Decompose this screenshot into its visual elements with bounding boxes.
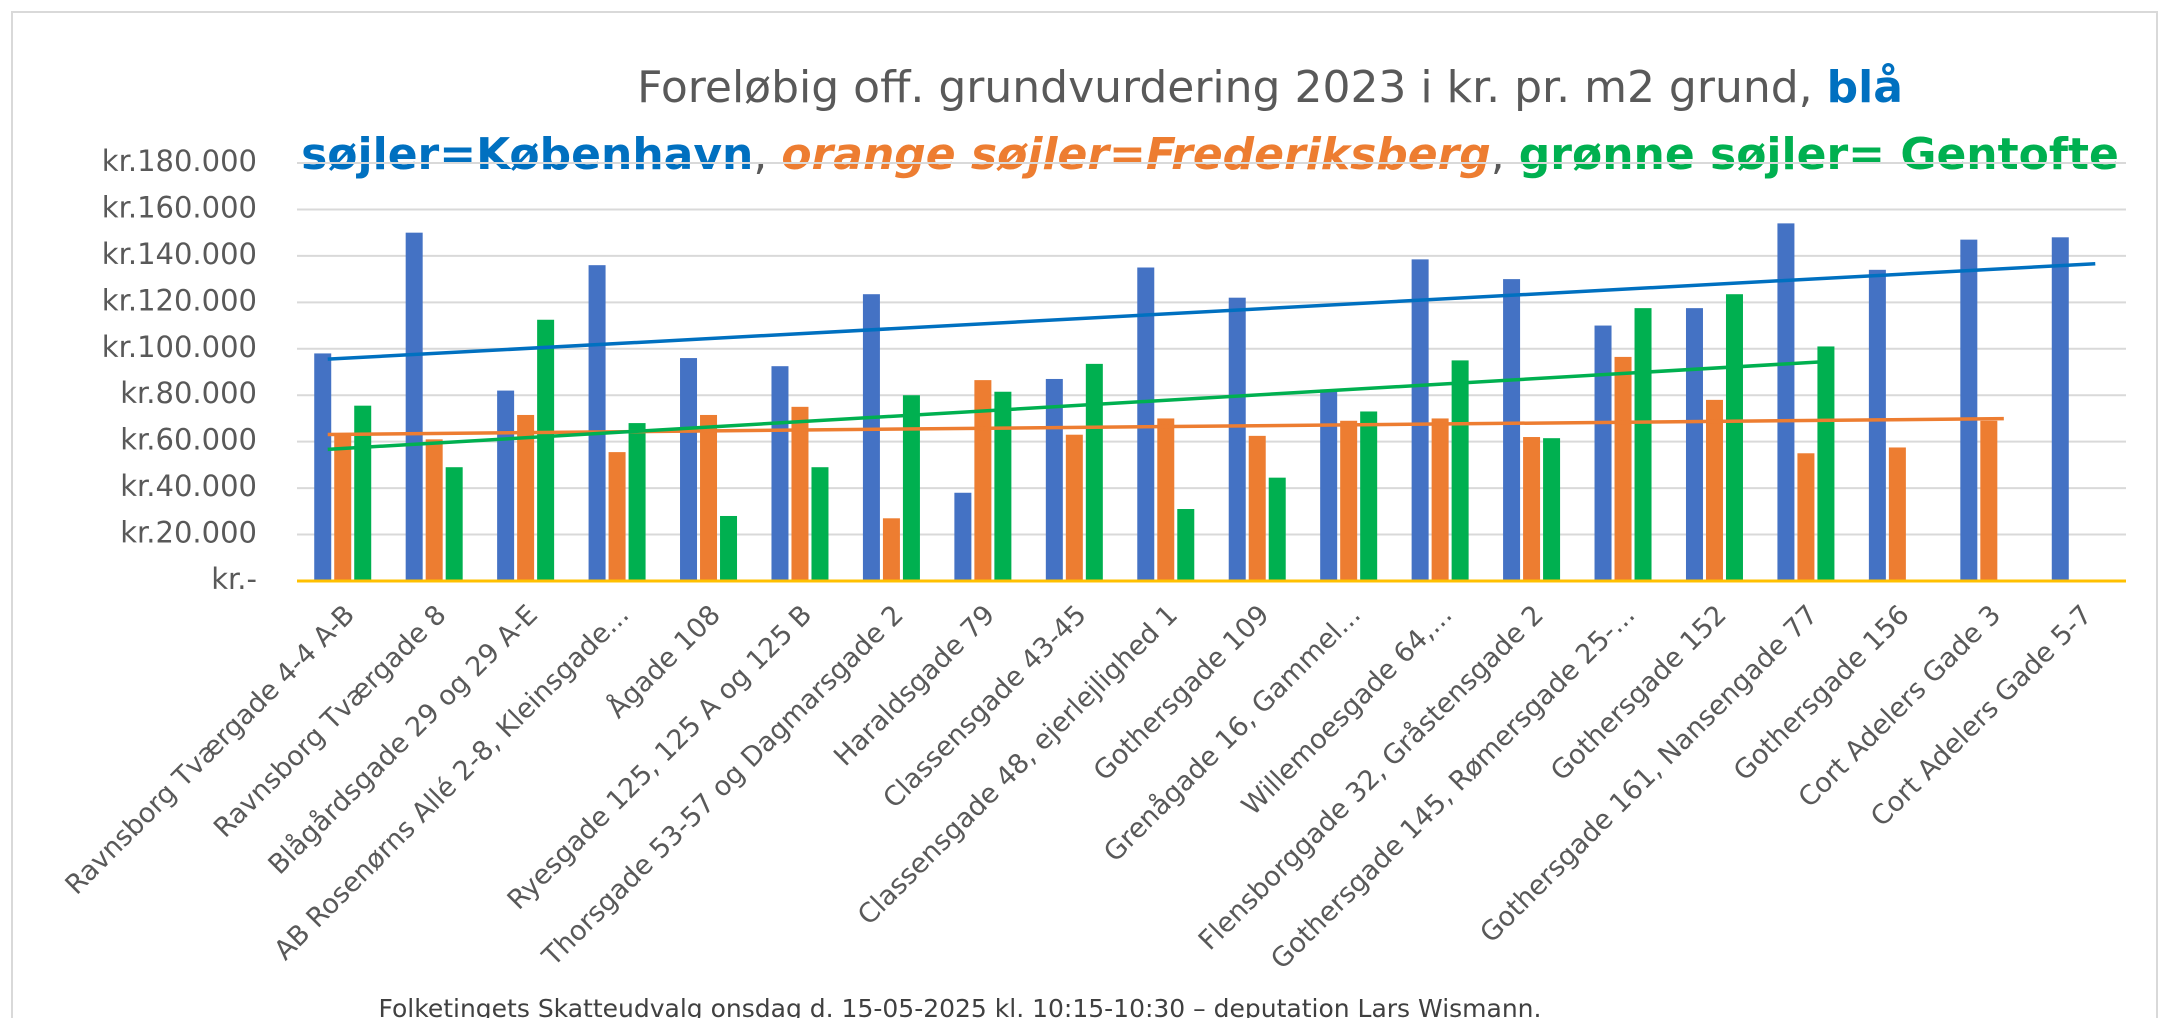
bar [1157,418,1175,581]
bar [497,390,515,581]
bar [1065,434,1083,581]
bar [862,294,880,581]
bar [974,380,992,581]
chart-title: Foreløbig off. grundvurdering 2023 i kr.… [637,62,1903,113]
y-tick-label: kr.140.000 [102,237,257,271]
bar [1340,420,1358,581]
title-part: Foreløbig off. grundvurdering 2023 i kr.… [637,62,1827,113]
bar [628,423,646,581]
bar [1320,389,1338,581]
y-tick-label: kr.120.000 [102,283,257,317]
bar [811,467,829,581]
y-tick-label: kr.100.000 [102,330,257,364]
bar [537,319,555,581]
bar [1777,223,1795,581]
chart-title: søjler=København, orange søjler=Frederik… [301,129,2119,180]
bar [1685,308,1703,581]
bar [354,405,372,581]
y-tick-label: kr.180.000 [102,144,257,178]
bar [1431,418,1449,581]
title-part: grønne søjler= Gentofte [1519,129,2119,180]
bar [1248,435,1266,581]
bar [1634,308,1652,581]
bar [1960,239,1978,581]
bar [1594,325,1612,581]
bar [1045,378,1063,581]
bar [425,439,443,581]
bar [2051,237,2069,582]
bar [1888,447,1906,581]
bar [1503,279,1521,581]
bar [1817,346,1835,581]
bar [1868,269,1886,581]
bar [1411,259,1429,581]
bar [994,391,1012,581]
bar [1268,477,1286,581]
title-part: , [1491,129,1519,180]
y-tick-label: kr.60.000 [120,423,257,457]
bar [1725,294,1743,581]
bar [902,395,920,581]
title-part: søjler=København [301,129,753,180]
bar [1451,360,1469,581]
trendline [327,261,2096,361]
bar [314,353,332,581]
bar [1085,363,1103,581]
y-tick-label: kr.40.000 [120,469,257,503]
bar [608,452,626,581]
bar [334,434,352,581]
bar [405,232,423,581]
bar [1705,399,1723,581]
title-part: , [753,129,781,180]
bar [771,366,789,581]
trendline [327,360,1822,452]
y-tick-label: kr.80.000 [120,376,257,410]
bar [791,406,809,581]
bar [1177,509,1195,581]
bar [1360,411,1378,581]
bar [1614,356,1632,581]
bar [1137,267,1155,581]
bar [954,492,972,581]
bar [445,467,463,581]
bar [588,265,606,581]
bar [1228,297,1246,581]
bar [882,518,900,581]
bar [1980,420,1998,581]
title-part: orange søjler=Frederiksberg [781,129,1490,180]
bar [517,414,535,581]
footer: Folketingets Skatteudvalg onsdag d. 15-0… [379,994,1542,1018]
bar [680,358,698,581]
bar [1797,453,1815,581]
y-tick-label: kr.- [211,562,257,596]
title-part: blå [1827,62,1903,113]
bar [720,515,738,581]
y-tick-label: kr.20.000 [120,516,257,550]
y-tick-label: kr.160.000 [102,190,257,224]
bar [700,414,718,581]
bar [1523,437,1541,581]
bar [1543,438,1561,581]
